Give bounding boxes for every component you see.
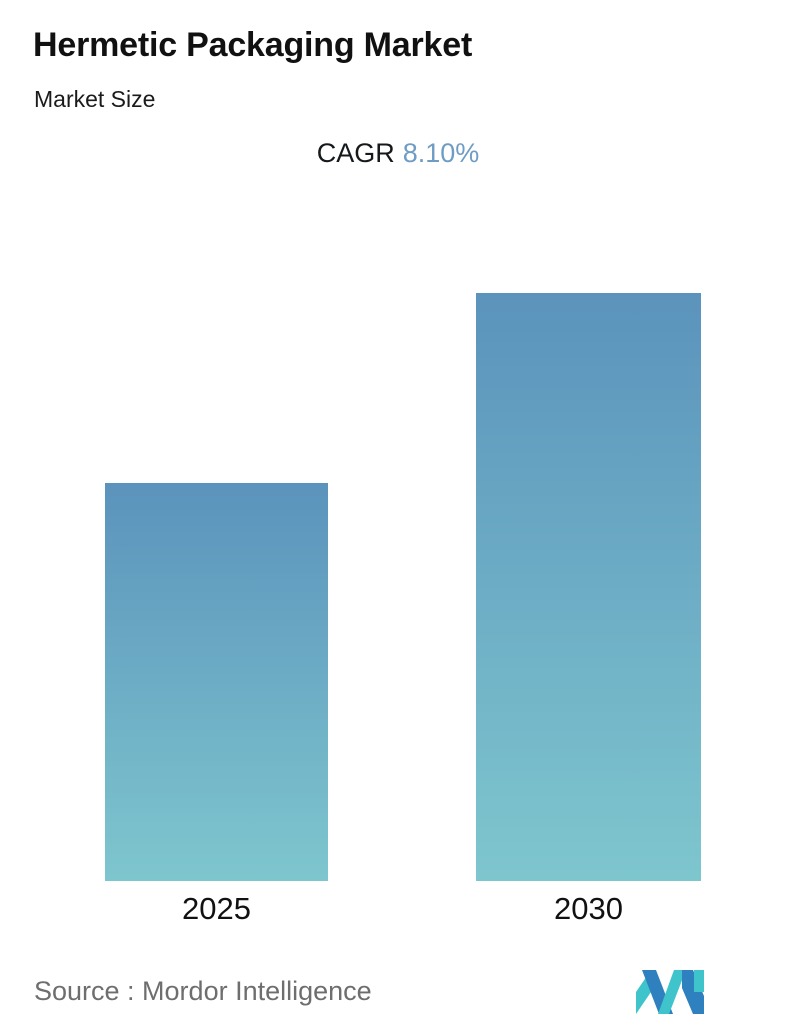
mordor-intelligence-logo-icon xyxy=(636,968,704,1014)
x-tick-label-2025: 2025 xyxy=(182,891,251,926)
x-axis-labels: 2025 2030 xyxy=(0,891,796,939)
bar-2030-fill xyxy=(476,293,701,881)
source-caption: Source : Mordor Intelligence xyxy=(34,976,372,1006)
cagr-label: CAGR xyxy=(316,138,395,168)
bar-2025 xyxy=(105,483,328,881)
bar-2030 xyxy=(476,293,701,881)
x-tick-label-2030: 2030 xyxy=(554,891,623,926)
cagr-value: 8.10% xyxy=(402,138,480,168)
chart-footer: Source : Mordor Intelligence xyxy=(0,962,796,1034)
cagr-annotation: CAGR 8.10% xyxy=(0,138,796,169)
bar-2025-fill xyxy=(105,483,328,881)
chart-subtitle: Market Size xyxy=(34,86,156,112)
plot-area xyxy=(0,190,796,890)
page-title: Hermetic Packaging Market xyxy=(33,26,473,64)
